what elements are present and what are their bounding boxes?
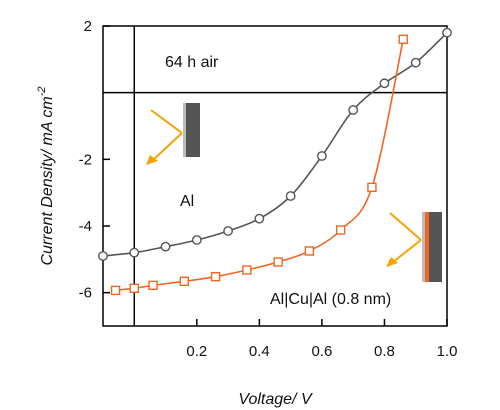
condition-label: 64 h air: [165, 54, 219, 71]
data-point-circle: [254, 213, 265, 224]
data-point-square: [304, 246, 315, 256]
device-alcual-icon: [386, 212, 442, 282]
data-point-square: [367, 182, 377, 193]
device-al-label: Al: [180, 193, 194, 210]
x-tick-label: 0.4: [249, 343, 270, 360]
data-point-circle: [160, 241, 171, 252]
data-point-square: [179, 276, 190, 287]
x-axis-title: Voltage/ V: [238, 391, 313, 408]
y-axis-title: Current Density/ mA cm-2: [36, 87, 56, 266]
data-point-circle: [223, 226, 233, 236]
y-tick-label: -2: [79, 151, 92, 168]
axis-ticks: 0.2 0.4 0.6 0.8 1.0 2 -2 -4 -6: [79, 18, 458, 360]
x-tick-label: 0.6: [311, 343, 332, 360]
data-point-square: [129, 283, 139, 294]
x-tick-label: 1.0: [437, 343, 458, 360]
data-point-circle: [442, 27, 452, 38]
data-point-circle: [98, 251, 108, 261]
data-point-square: [398, 34, 408, 45]
series-line-1: [102, 32, 448, 257]
y-tick-label: -4: [79, 218, 92, 235]
data-point-square: [273, 257, 283, 267]
y-axis-title-exponent: -2: [36, 87, 48, 97]
series-layer: [98, 27, 452, 296]
data-point-circle: [317, 151, 327, 161]
data-point-square: [110, 285, 121, 296]
data-point-square: [335, 225, 346, 235]
y-axis-title-main: Current Density/ mA cm: [39, 96, 56, 265]
data-point-square: [148, 280, 158, 291]
plot-frame: [102, 25, 448, 327]
y-tick-label: -6: [79, 285, 92, 302]
data-point-circle: [285, 191, 296, 201]
data-point-circle: [379, 78, 390, 89]
data-point-square: [242, 265, 252, 275]
data-point-circle: [129, 247, 140, 258]
x-tick-label: 0.8: [374, 343, 395, 360]
x-tick-label: 0.2: [186, 343, 207, 360]
series-line-2: [115, 39, 405, 292]
data-point-circle: [191, 235, 202, 245]
data-point-circle: [410, 57, 421, 68]
data-point-circle: [348, 105, 359, 115]
y-tick-label: 2: [84, 18, 92, 35]
data-point-square: [210, 271, 221, 282]
device-alcual-label: Al|Cu|Al (0.8 nm): [270, 291, 391, 308]
device-al-icon: [146, 103, 200, 165]
